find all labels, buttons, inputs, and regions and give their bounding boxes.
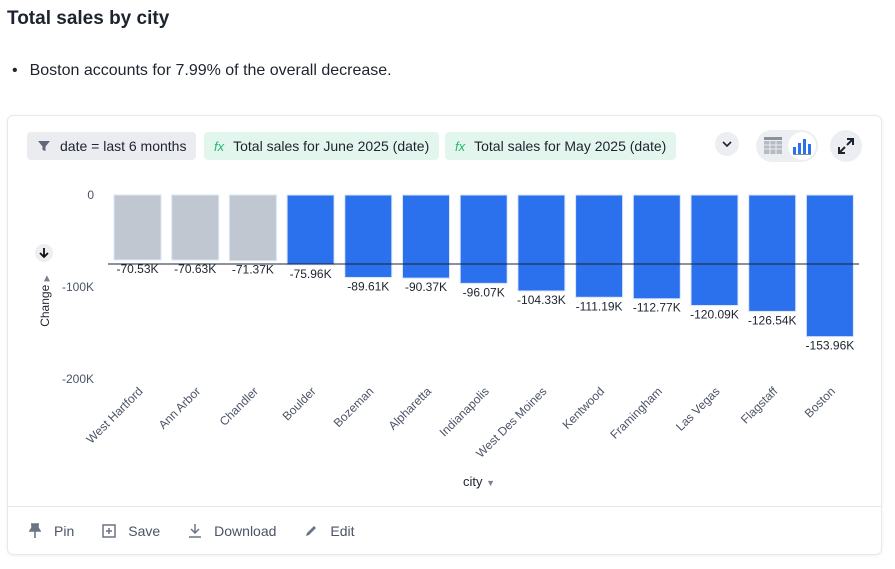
bar-chart: 0 -100K -200K -70.53K West Hartford -70.63K An… bbox=[62, 188, 859, 460]
bar bbox=[748, 194, 797, 312]
formula-chip-june[interactable]: fx Total sales for June 2025 (date) bbox=[204, 132, 440, 160]
pin-button[interactable]: Pin bbox=[28, 523, 74, 539]
bar bbox=[459, 194, 508, 284]
x-axis-title[interactable]: city ▼ bbox=[463, 474, 495, 489]
arrow-down-icon bbox=[39, 247, 49, 258]
page-title: Total sales by city bbox=[7, 8, 170, 29]
formula-chip-may[interactable]: fx Total sales for May 2025 (date) bbox=[445, 132, 677, 160]
x-tick-label: Chandler bbox=[217, 384, 261, 428]
bar-chart-icon bbox=[793, 138, 811, 155]
bar bbox=[402, 194, 450, 279]
x-tick-label: Las Vegas bbox=[673, 384, 723, 434]
bar bbox=[575, 194, 624, 298]
data-label: -71.37K bbox=[232, 263, 274, 277]
data-label: -112.77K bbox=[633, 301, 681, 315]
bar bbox=[517, 194, 566, 292]
bar bbox=[228, 194, 277, 262]
filter-chip-label: date = last 6 months bbox=[60, 138, 187, 154]
download-icon bbox=[188, 523, 202, 538]
formula-chip-label: Total sales for June 2025 (date) bbox=[233, 138, 430, 154]
x-axis-label: city bbox=[463, 474, 483, 489]
chart-view-button[interactable] bbox=[788, 132, 816, 160]
data-label: -153.96K bbox=[806, 339, 855, 353]
x-tick-label: Boulder bbox=[280, 384, 319, 423]
save-icon bbox=[102, 523, 116, 538]
x-tick-label: Flagstaff bbox=[738, 384, 781, 427]
y-tick-label: -100K bbox=[62, 280, 94, 294]
x-tick-label: Ann Arbor bbox=[156, 384, 204, 432]
x-tick-label: Boston bbox=[802, 384, 838, 420]
download-button[interactable]: Download bbox=[188, 523, 276, 539]
bar bbox=[690, 194, 739, 306]
x-tick-label: Framingham bbox=[607, 384, 665, 442]
data-label: -104.33K bbox=[517, 293, 566, 307]
save-button[interactable]: Save bbox=[102, 523, 160, 539]
table-view-button[interactable] bbox=[764, 137, 782, 159]
filter-chip[interactable]: date = last 6 months bbox=[27, 132, 197, 160]
x-tick-label: Alpharetta bbox=[386, 384, 435, 433]
more-chips-button[interactable] bbox=[715, 132, 739, 156]
bar bbox=[632, 194, 681, 300]
x-tick-label: West Hartford bbox=[84, 384, 146, 446]
bar bbox=[171, 194, 220, 261]
formula-chip-label: Total sales for May 2025 (date) bbox=[474, 138, 667, 154]
chevron-down-icon bbox=[722, 141, 732, 148]
pencil-icon bbox=[304, 524, 318, 538]
data-label: -96.07K bbox=[463, 285, 505, 299]
edit-button[interactable]: Edit bbox=[304, 523, 355, 539]
data-label: -70.53K bbox=[116, 262, 158, 276]
x-tick-label: Bozeman bbox=[331, 384, 377, 430]
data-label: -90.37K bbox=[405, 280, 447, 294]
filter-icon bbox=[38, 141, 50, 151]
insight-text: Boston accounts for 7.99% of the overall… bbox=[12, 62, 392, 80]
caret-down-icon: ▼ bbox=[486, 478, 496, 488]
fx-icon: fx bbox=[214, 138, 225, 154]
fx-icon: fx bbox=[455, 138, 466, 154]
x-tick-label: Indianapolis bbox=[437, 384, 492, 439]
y-tick-label: -200K bbox=[62, 372, 94, 386]
x-tick-label: Kentwood bbox=[560, 384, 608, 432]
sort-button[interactable] bbox=[35, 244, 53, 262]
data-label: -70.63K bbox=[174, 262, 216, 276]
expand-icon bbox=[838, 138, 854, 154]
bar bbox=[344, 194, 393, 278]
bar bbox=[113, 194, 162, 261]
chart-card: date = last 6 months fx Total sales for … bbox=[7, 115, 882, 555]
data-label: -126.54K bbox=[748, 313, 797, 327]
bar bbox=[286, 194, 335, 266]
expand-button[interactable] bbox=[830, 130, 862, 162]
data-label: -75.96K bbox=[290, 267, 332, 281]
view-toggle bbox=[756, 130, 818, 162]
pin-icon bbox=[28, 523, 42, 538]
data-label: -120.09K bbox=[690, 307, 739, 321]
table-icon bbox=[764, 137, 782, 154]
action-bar: Pin Save Download Edit bbox=[8, 506, 881, 554]
y-tick-label: 0 bbox=[87, 188, 94, 202]
y-axis-label: Change bbox=[38, 284, 52, 327]
data-label: -89.61K bbox=[347, 279, 389, 293]
data-label: -111.19K bbox=[576, 299, 623, 313]
y-axis-title[interactable]: Change ▶ bbox=[30, 266, 58, 336]
bar bbox=[805, 194, 854, 338]
caret-icon: ▶ bbox=[42, 275, 51, 282]
